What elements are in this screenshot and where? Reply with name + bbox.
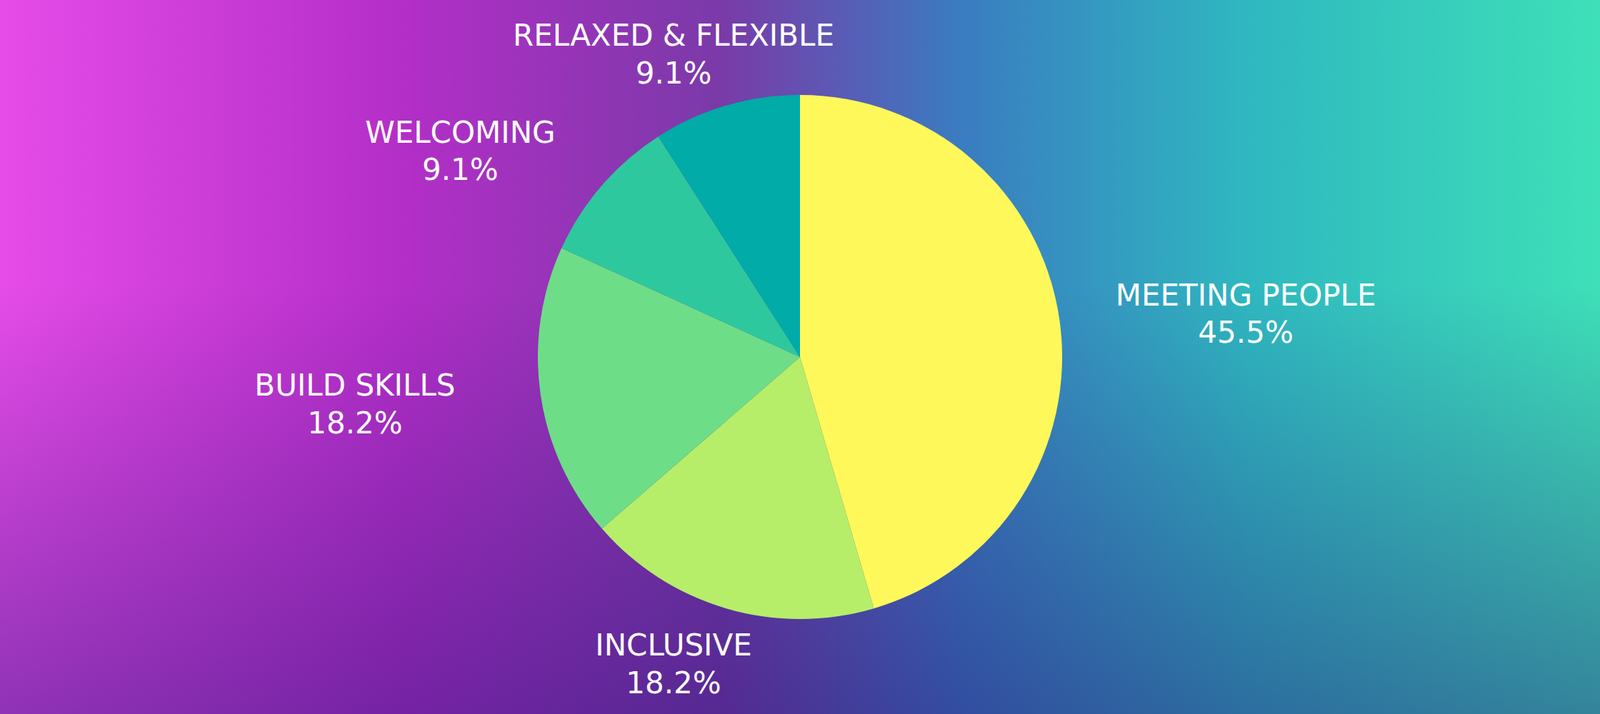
svg-text:MEETING PEOPLE45.5%: MEETING PEOPLE45.5% <box>1115 277 1377 351</box>
svg-text:BUILD SKILLS18.2%: BUILD SKILLS18.2% <box>254 367 455 441</box>
svg-text:INCLUSIVE18.2%: INCLUSIVE18.2% <box>595 627 753 701</box>
svg-text:RELAXED & FLEXIBLE9.1%: RELAXED & FLEXIBLE9.1% <box>512 17 835 91</box>
svg-text:WELCOMING9.1%: WELCOMING9.1% <box>365 115 555 188</box>
